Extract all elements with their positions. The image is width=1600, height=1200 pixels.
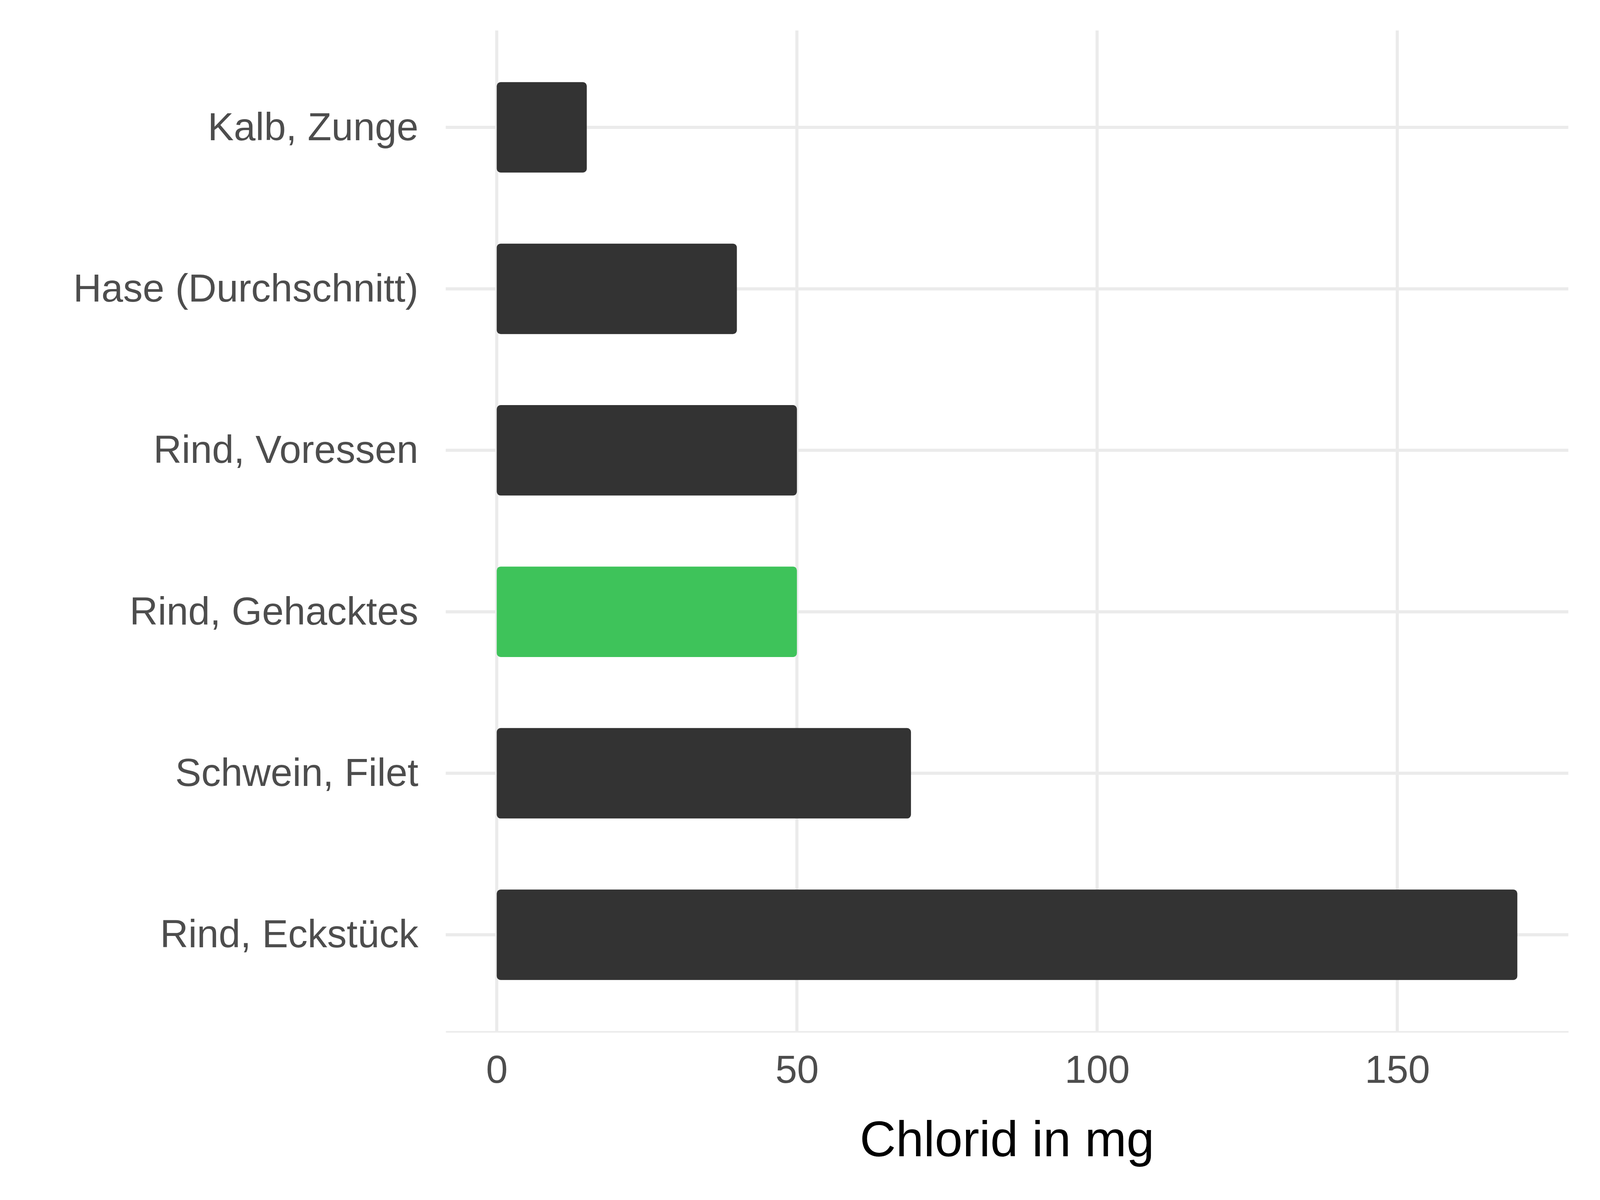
grid-line <box>445 125 1569 129</box>
grid-line <box>1395 30 1399 1032</box>
tick: 0 <box>485 1031 508 1092</box>
tick: Rind, Eckstück <box>160 911 446 956</box>
tick-label: 150 <box>1364 1047 1431 1092</box>
tick-label: Hase (Durchschnitt) <box>73 266 419 310</box>
axis-title: Chlorid in mg <box>859 1110 1155 1167</box>
tick: 150 <box>1364 1031 1431 1092</box>
tick: 100 <box>1064 1031 1131 1092</box>
tick-label: 0 <box>485 1047 508 1092</box>
tick: Rind, Gehacktes <box>129 589 446 633</box>
x-axis: 0 50 100 150 <box>446 1031 1569 1092</box>
tick-label: Rind, Gehacktes <box>129 589 419 633</box>
tick: 50 <box>775 1031 819 1092</box>
grid-line <box>1095 30 1099 1032</box>
tick-label: 50 <box>775 1047 819 1092</box>
tick-label: Rind, Eckstück <box>160 911 419 956</box>
tick-label: Rind, Voressen <box>153 427 419 472</box>
tick: Hase (Durchschnitt) <box>73 266 446 310</box>
tick-label: Kalb, Zunge <box>207 104 419 149</box>
tick: Schwein, Filet <box>175 750 446 795</box>
bar <box>496 889 1518 980</box>
tick-label: 100 <box>1064 1047 1131 1092</box>
axis-line <box>446 1031 1569 1033</box>
grid-line <box>495 30 499 1032</box>
grid-line <box>795 30 799 1032</box>
y-axis: Kalb, Zunge Hase (Durchschnitt) Rind, Vore… <box>73 104 446 956</box>
bar <box>496 243 738 334</box>
bars <box>496 82 1518 980</box>
bar <box>496 405 797 496</box>
tick: Rind, Voressen <box>153 427 446 472</box>
tick: Kalb, Zunge <box>207 104 446 149</box>
grid <box>445 30 1569 1032</box>
bar <box>496 82 588 173</box>
bar <box>496 728 911 819</box>
tick-label: Schwein, Filet <box>175 750 419 795</box>
bar <box>496 566 797 657</box>
chart: 0 50 100 150 Kalb, Zunge Hase (Durchschnitt) R… <box>0 0 1600 1200</box>
